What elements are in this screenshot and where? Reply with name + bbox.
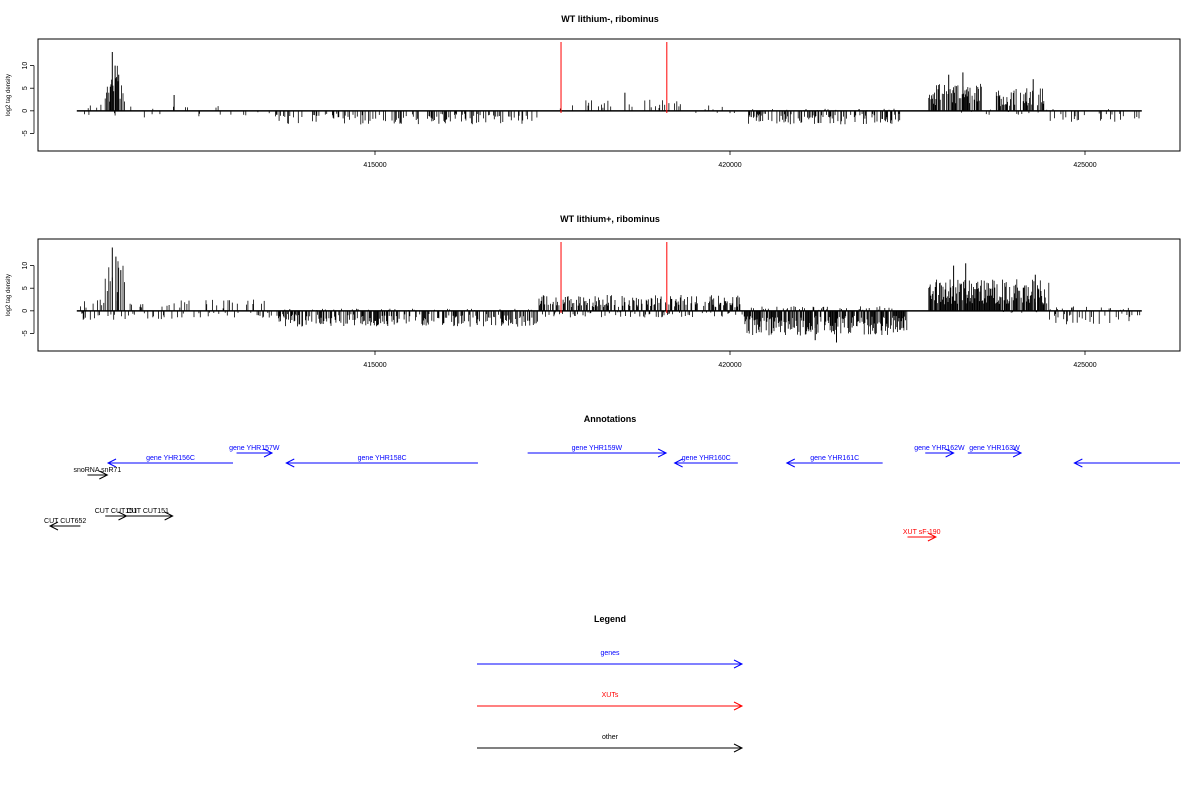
y-tick-label: 10 xyxy=(22,262,29,270)
panel-title: WT lithium-, ribominus xyxy=(561,14,659,24)
feature-arrow-head xyxy=(1073,458,1083,468)
annotation-feature xyxy=(1073,458,1180,468)
feature-arrow-head xyxy=(99,470,109,480)
plot-frame xyxy=(37,238,1181,352)
annotations-title: Annotations xyxy=(584,414,637,424)
annotation-feature: gene YHR160C xyxy=(673,455,738,468)
y-axis-label: log2 tag density xyxy=(6,74,12,116)
x-tick-label: 425000 xyxy=(1073,162,1096,169)
x-tick-label: 425000 xyxy=(1073,362,1096,369)
x-axis: 415000 420000 425000 xyxy=(363,151,1097,169)
panel-title: WT lithium+, ribominus xyxy=(560,214,660,224)
legend-entries: genes XUTs other xyxy=(477,650,744,753)
feature-label: snoRNA snR71 xyxy=(73,467,121,474)
annotation-feature: CUT CUT151 xyxy=(122,508,174,521)
annotation-feature: gene YHR158C xyxy=(285,455,478,468)
x-tick-label: 415000 xyxy=(363,362,386,369)
x-axis: 415000 420000 425000 xyxy=(363,351,1097,369)
annotation-features: gene YHR156C gene YHR157W gene YHR158C gene… xyxy=(44,445,1180,542)
y-tick-label: 5 xyxy=(22,286,29,290)
feature-arrow-head xyxy=(48,521,59,531)
feature-arrow-head xyxy=(1012,448,1023,458)
annotation-feature: gene YHR159W xyxy=(527,445,668,458)
y-tick-label: 5 xyxy=(22,86,29,90)
feature-arrow-head xyxy=(785,458,796,468)
y-axis-label: log2 tag density xyxy=(6,274,12,316)
track-panel-lithium-plus: WT lithium+, ribominus log2 tag density … xyxy=(6,214,1181,369)
annotation-feature: snoRNA snR71 xyxy=(73,467,121,480)
x-tick-label: 420000 xyxy=(718,162,741,169)
feature-label: CUT CUT652 xyxy=(44,518,86,525)
legend-arrow-head xyxy=(733,659,744,669)
annotation-feature: CUT CUT652 xyxy=(44,518,86,531)
feature-arrow-head xyxy=(673,458,683,468)
feature-label: CUT CUT151 xyxy=(127,508,169,515)
feature-arrow-head xyxy=(945,448,955,458)
signal-bars xyxy=(80,247,1141,343)
legend-entry: other xyxy=(477,734,744,753)
feature-arrow-head xyxy=(927,532,938,542)
feature-label: gene YHR160C xyxy=(682,455,731,462)
annotation-feature: gene YHR163W xyxy=(967,445,1023,458)
y-axis: -5 0 5 10 xyxy=(22,262,35,337)
feature-label: gene YHR159W xyxy=(572,445,623,452)
feature-arrow-head xyxy=(164,511,174,521)
y-tick-label: 10 xyxy=(22,62,29,70)
x-tick-label: 415000 xyxy=(363,162,386,169)
track-panel-lithium-minus: WT lithium-, ribominus log2 tag density … xyxy=(6,14,1181,169)
feature-arrow-head xyxy=(285,458,295,468)
marker-lines xyxy=(560,42,668,113)
y-tick-label: -5 xyxy=(22,130,29,136)
feature-arrow-head xyxy=(106,458,117,468)
y-tick-label: 0 xyxy=(22,309,29,313)
feature-label: CUT CUT151 xyxy=(95,508,137,515)
annotation-feature: gene YHR157W xyxy=(229,445,280,458)
feature-label: gene YHR161C xyxy=(810,455,859,462)
legend-entry: XUTs xyxy=(477,692,744,711)
y-tick-label: 0 xyxy=(22,109,29,113)
legend-title: Legend xyxy=(594,614,626,624)
marker-lines xyxy=(560,242,668,313)
annotation-feature: gene YHR156C xyxy=(106,455,233,468)
legend-arrow-head xyxy=(733,743,744,753)
legend-label: genes xyxy=(600,650,620,657)
annotation-feature: gene YHR161C xyxy=(785,455,883,468)
feature-label: gene YHR162W xyxy=(914,445,965,452)
legend-panel: Legend genes XUTs other xyxy=(477,614,744,753)
legend-arrow-head xyxy=(733,701,744,711)
plot-frame xyxy=(37,38,1181,152)
feature-label: XUT sF-190 xyxy=(903,529,941,536)
feature-label: gene YHR158C xyxy=(358,455,407,462)
legend-entry: genes xyxy=(477,650,744,669)
feature-arrow-head xyxy=(657,448,668,458)
feature-label: gene YHR163W xyxy=(969,445,1020,452)
y-axis: -5 0 5 10 xyxy=(22,62,35,137)
annotation-feature: gene YHR162W xyxy=(914,445,965,458)
feature-label: gene YHR157W xyxy=(229,445,280,452)
feature-arrow-head xyxy=(263,448,274,458)
legend-label: other xyxy=(602,734,619,741)
legend-label: XUTs xyxy=(602,692,619,699)
signal-bars xyxy=(84,52,1140,125)
y-tick-label: -5 xyxy=(22,330,29,336)
annotation-feature: XUT sF-190 xyxy=(903,529,941,542)
feature-label: gene YHR156C xyxy=(146,455,195,462)
x-tick-label: 420000 xyxy=(718,362,741,369)
